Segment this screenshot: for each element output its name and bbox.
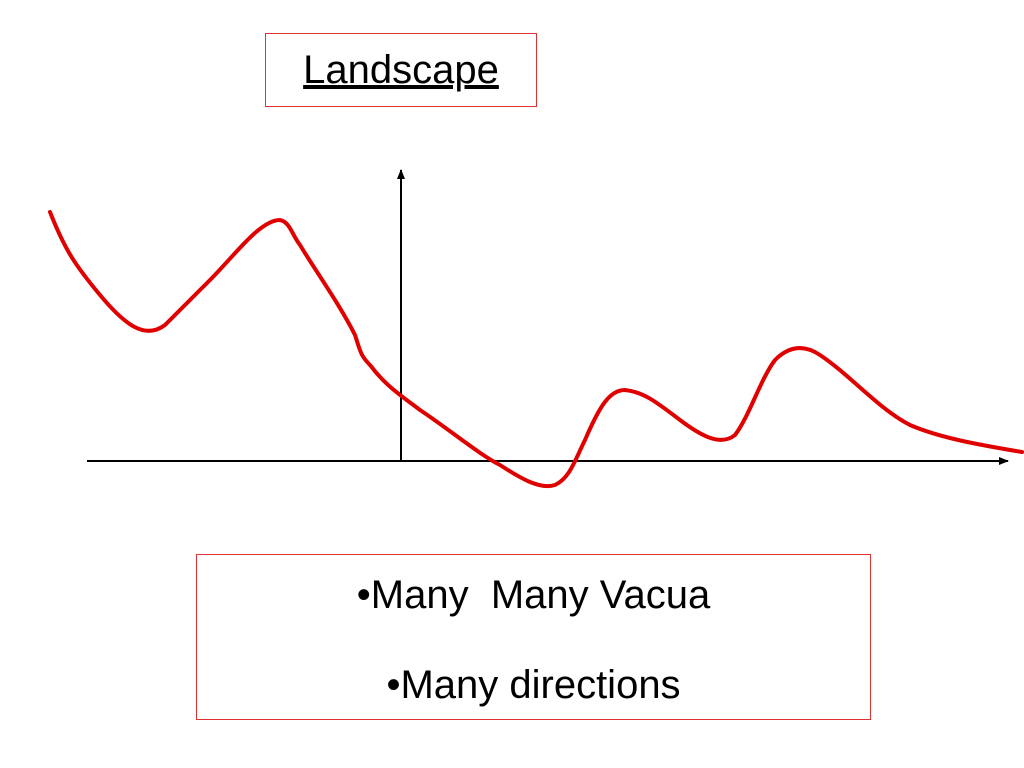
bullet-box: •Many Many Vacua •Many directions <box>196 554 871 720</box>
landscape-curve <box>48 210 1024 489</box>
title: Landscape <box>303 47 499 92</box>
bullet: •Many Many Vacua <box>356 573 711 617</box>
bullet: •Many directions <box>386 663 681 707</box>
title-box: Landscape <box>265 33 537 107</box>
